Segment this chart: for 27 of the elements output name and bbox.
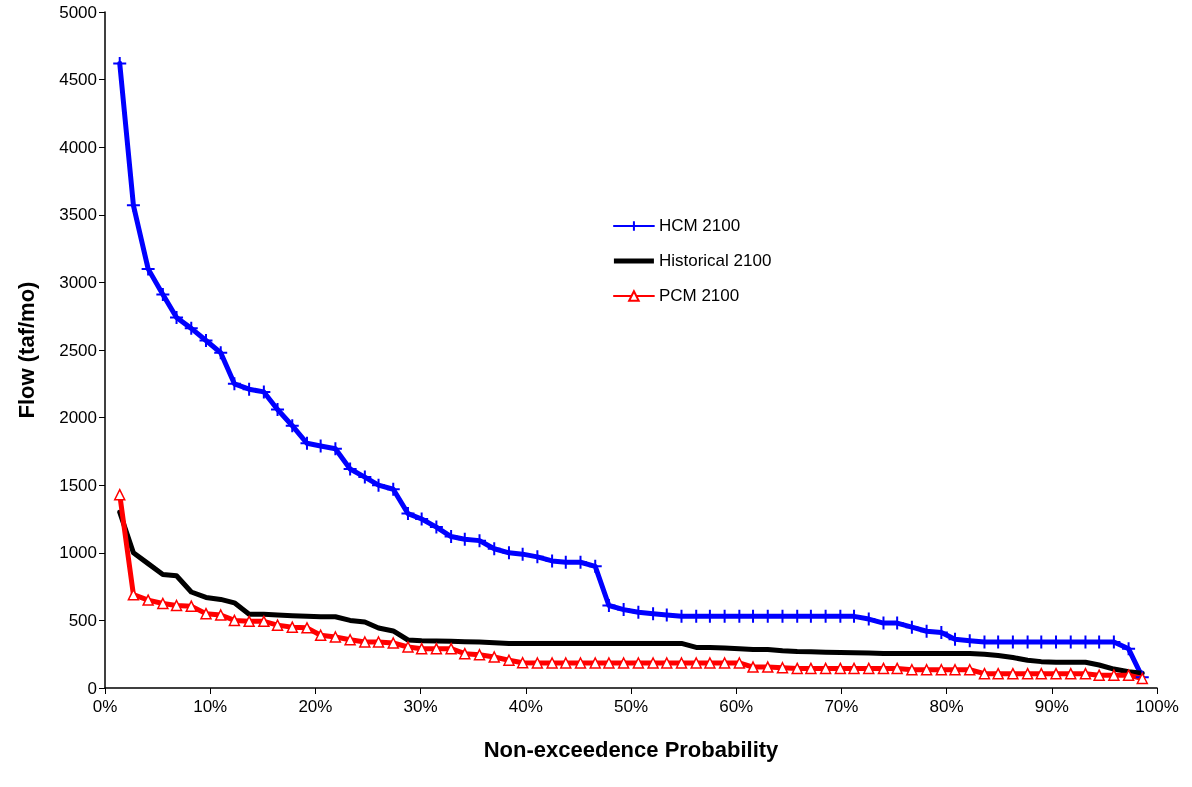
x-tick-label: 80% bbox=[929, 697, 964, 716]
x-tick-label: 50% bbox=[613, 697, 649, 716]
x-tick-label: 0% bbox=[92, 697, 118, 716]
x-tick-label: 20% bbox=[298, 697, 333, 716]
y-tick-label: 2000 bbox=[59, 408, 97, 428]
legend-label: HCM 2100 bbox=[658, 216, 741, 236]
y-tick-label: 1500 bbox=[59, 475, 97, 495]
y-tick-label: 5000 bbox=[59, 2, 97, 22]
y-tick-label: 3000 bbox=[59, 272, 97, 292]
x-tick-label: 30% bbox=[403, 697, 438, 716]
x-tick-label: 70% bbox=[824, 697, 859, 716]
x-tick-label: 90% bbox=[1034, 697, 1069, 716]
y-tick-label: 3500 bbox=[59, 205, 97, 225]
legend-label: Historical 2100 bbox=[658, 251, 772, 271]
y-tick-label: 4500 bbox=[59, 70, 97, 90]
y-tick-label: 4000 bbox=[59, 137, 97, 157]
x-tick-label: 100% bbox=[1135, 697, 1179, 716]
x-tick-label: 10% bbox=[193, 697, 228, 716]
legend-label: PCM 2100 bbox=[658, 286, 740, 306]
x-tick-label: 40% bbox=[508, 697, 543, 716]
y-tick-label: 0 bbox=[87, 678, 97, 698]
y-tick-label: 2500 bbox=[59, 340, 97, 360]
y-tick-label: 1000 bbox=[59, 543, 97, 563]
y-axis-title: Flow (taf/mo) bbox=[13, 281, 39, 419]
x-axis-title: Non-exceedence Probability bbox=[483, 736, 780, 762]
y-tick-label: 500 bbox=[68, 610, 97, 630]
x-tick-label: 60% bbox=[719, 697, 754, 716]
